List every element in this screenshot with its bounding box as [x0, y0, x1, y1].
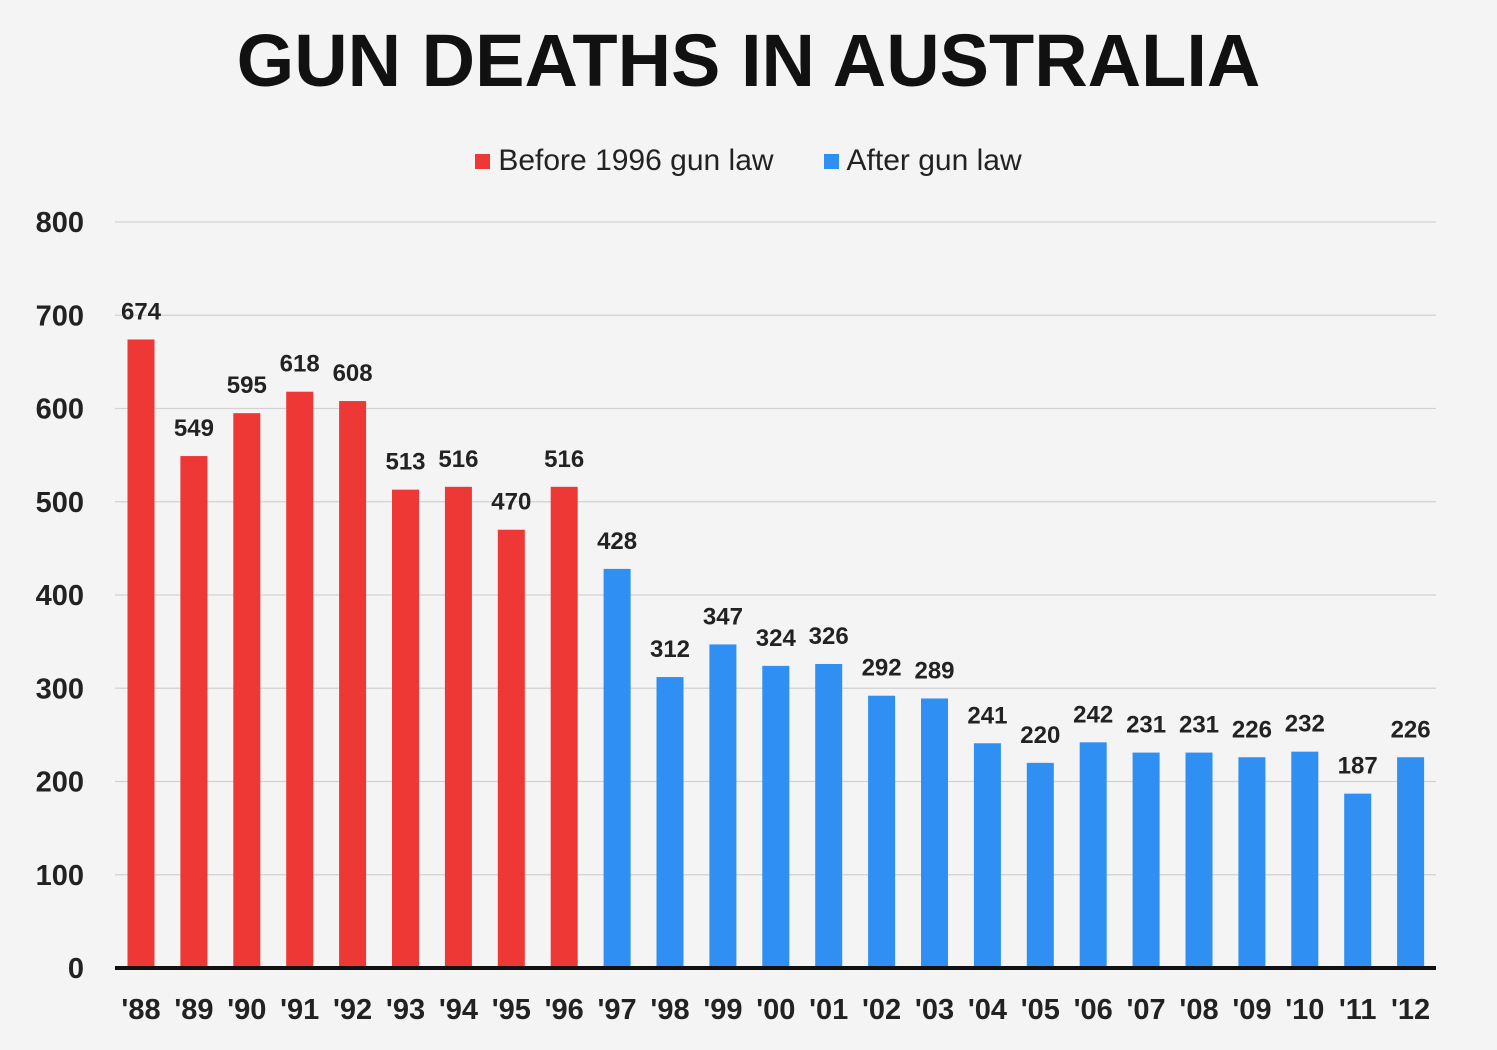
bar — [815, 664, 843, 968]
data-label: 231 — [1126, 712, 1166, 739]
data-label: 226 — [1391, 716, 1431, 743]
bar — [762, 665, 790, 968]
x-tick-label: '00 — [756, 994, 795, 1026]
y-tick-label: 200 — [36, 767, 84, 799]
x-tick-label: '07 — [1127, 994, 1166, 1026]
data-label: 187 — [1338, 753, 1378, 780]
legend-item-before[interactable]: Before 1996 gun law — [475, 144, 774, 178]
data-label: 516 — [438, 446, 478, 473]
data-label: 292 — [862, 655, 902, 682]
x-tick-label: '91 — [280, 994, 319, 1026]
x-tick-label: '90 — [227, 994, 266, 1026]
data-label: 232 — [1285, 711, 1325, 738]
y-tick-label: 100 — [36, 860, 84, 892]
y-tick-label: 400 — [36, 580, 84, 612]
x-tick-label: '11 — [1339, 994, 1377, 1026]
x-tick-label: '96 — [545, 994, 584, 1026]
data-label: 428 — [597, 528, 637, 555]
legend-label-before: Before 1996 gun law — [498, 144, 774, 177]
bar — [1026, 762, 1054, 968]
bar — [550, 486, 578, 968]
y-tick-label: 700 — [36, 300, 84, 332]
x-tick-label: '09 — [1232, 994, 1271, 1026]
data-label: 242 — [1073, 701, 1113, 728]
x-tick-label: '05 — [1021, 994, 1060, 1026]
data-label: 549 — [174, 415, 214, 442]
bar — [497, 529, 525, 968]
data-label: 513 — [385, 449, 425, 476]
data-label: 231 — [1179, 712, 1219, 739]
x-tick-label: '89 — [174, 994, 213, 1026]
legend-swatch-after — [823, 153, 839, 169]
x-tick-label: '94 — [439, 994, 478, 1026]
data-label: 347 — [703, 603, 743, 630]
x-tick-label: '12 — [1391, 994, 1430, 1026]
bar — [656, 677, 684, 968]
data-label: 326 — [809, 623, 849, 650]
x-tick-label: '95 — [492, 994, 531, 1026]
bar — [1238, 757, 1266, 968]
legend-swatch-before — [475, 153, 491, 169]
legend-item-after[interactable]: After gun law — [823, 144, 1022, 178]
data-label: 608 — [333, 360, 373, 387]
bar — [1132, 752, 1160, 968]
bar — [392, 489, 419, 968]
data-label: 470 — [491, 489, 531, 516]
x-tick-label: '06 — [1074, 994, 1113, 1026]
bar — [868, 695, 896, 968]
bar — [180, 456, 208, 968]
chart-title: GUN DEATHS IN AUSTRALIA — [236, 19, 1261, 102]
bar — [709, 644, 737, 968]
bar — [1344, 793, 1372, 968]
x-tick-label: '03 — [915, 994, 954, 1026]
x-tick-label: '98 — [650, 994, 689, 1026]
bar — [1079, 742, 1107, 968]
bar — [1185, 752, 1213, 968]
bar — [921, 698, 948, 968]
bar — [233, 413, 261, 969]
data-label: 241 — [967, 702, 1007, 729]
x-tick-label: '04 — [968, 994, 1007, 1026]
bar — [1291, 751, 1319, 968]
data-label: 324 — [756, 625, 797, 652]
data-label: 516 — [544, 446, 584, 473]
x-tick-label: '01 — [809, 994, 848, 1026]
x-tick-label: '92 — [333, 994, 372, 1026]
bar — [339, 401, 367, 968]
legend: Before 1996 gun law After gun law — [0, 144, 1497, 178]
bar — [286, 391, 314, 969]
y-tick-label: 800 — [36, 207, 84, 239]
x-tick-label: '10 — [1285, 994, 1324, 1026]
data-label: 289 — [914, 658, 954, 685]
y-tick-label: 600 — [36, 394, 84, 426]
data-label: 312 — [650, 636, 690, 663]
x-tick-label: '02 — [862, 994, 901, 1026]
legend-label-after: After gun law — [846, 144, 1022, 177]
data-label: 618 — [280, 351, 320, 378]
data-label: 595 — [227, 372, 267, 399]
data-label: 674 — [121, 298, 162, 325]
x-tick-label: '97 — [598, 994, 637, 1026]
x-tick-label: '88 — [121, 994, 160, 1026]
bar — [603, 568, 631, 968]
bar — [1397, 757, 1425, 968]
bar — [973, 743, 1001, 968]
bar — [127, 339, 155, 968]
y-tick-label: 0 — [68, 953, 84, 985]
x-tick-label: '99 — [703, 994, 742, 1026]
x-tick-label: '08 — [1179, 994, 1218, 1026]
y-tick-label: 500 — [36, 487, 84, 519]
y-tick-label: 300 — [36, 673, 84, 705]
x-tick-label: '93 — [386, 994, 425, 1026]
data-label: 226 — [1232, 716, 1272, 743]
data-label: 220 — [1020, 722, 1060, 749]
bar — [444, 486, 472, 968]
